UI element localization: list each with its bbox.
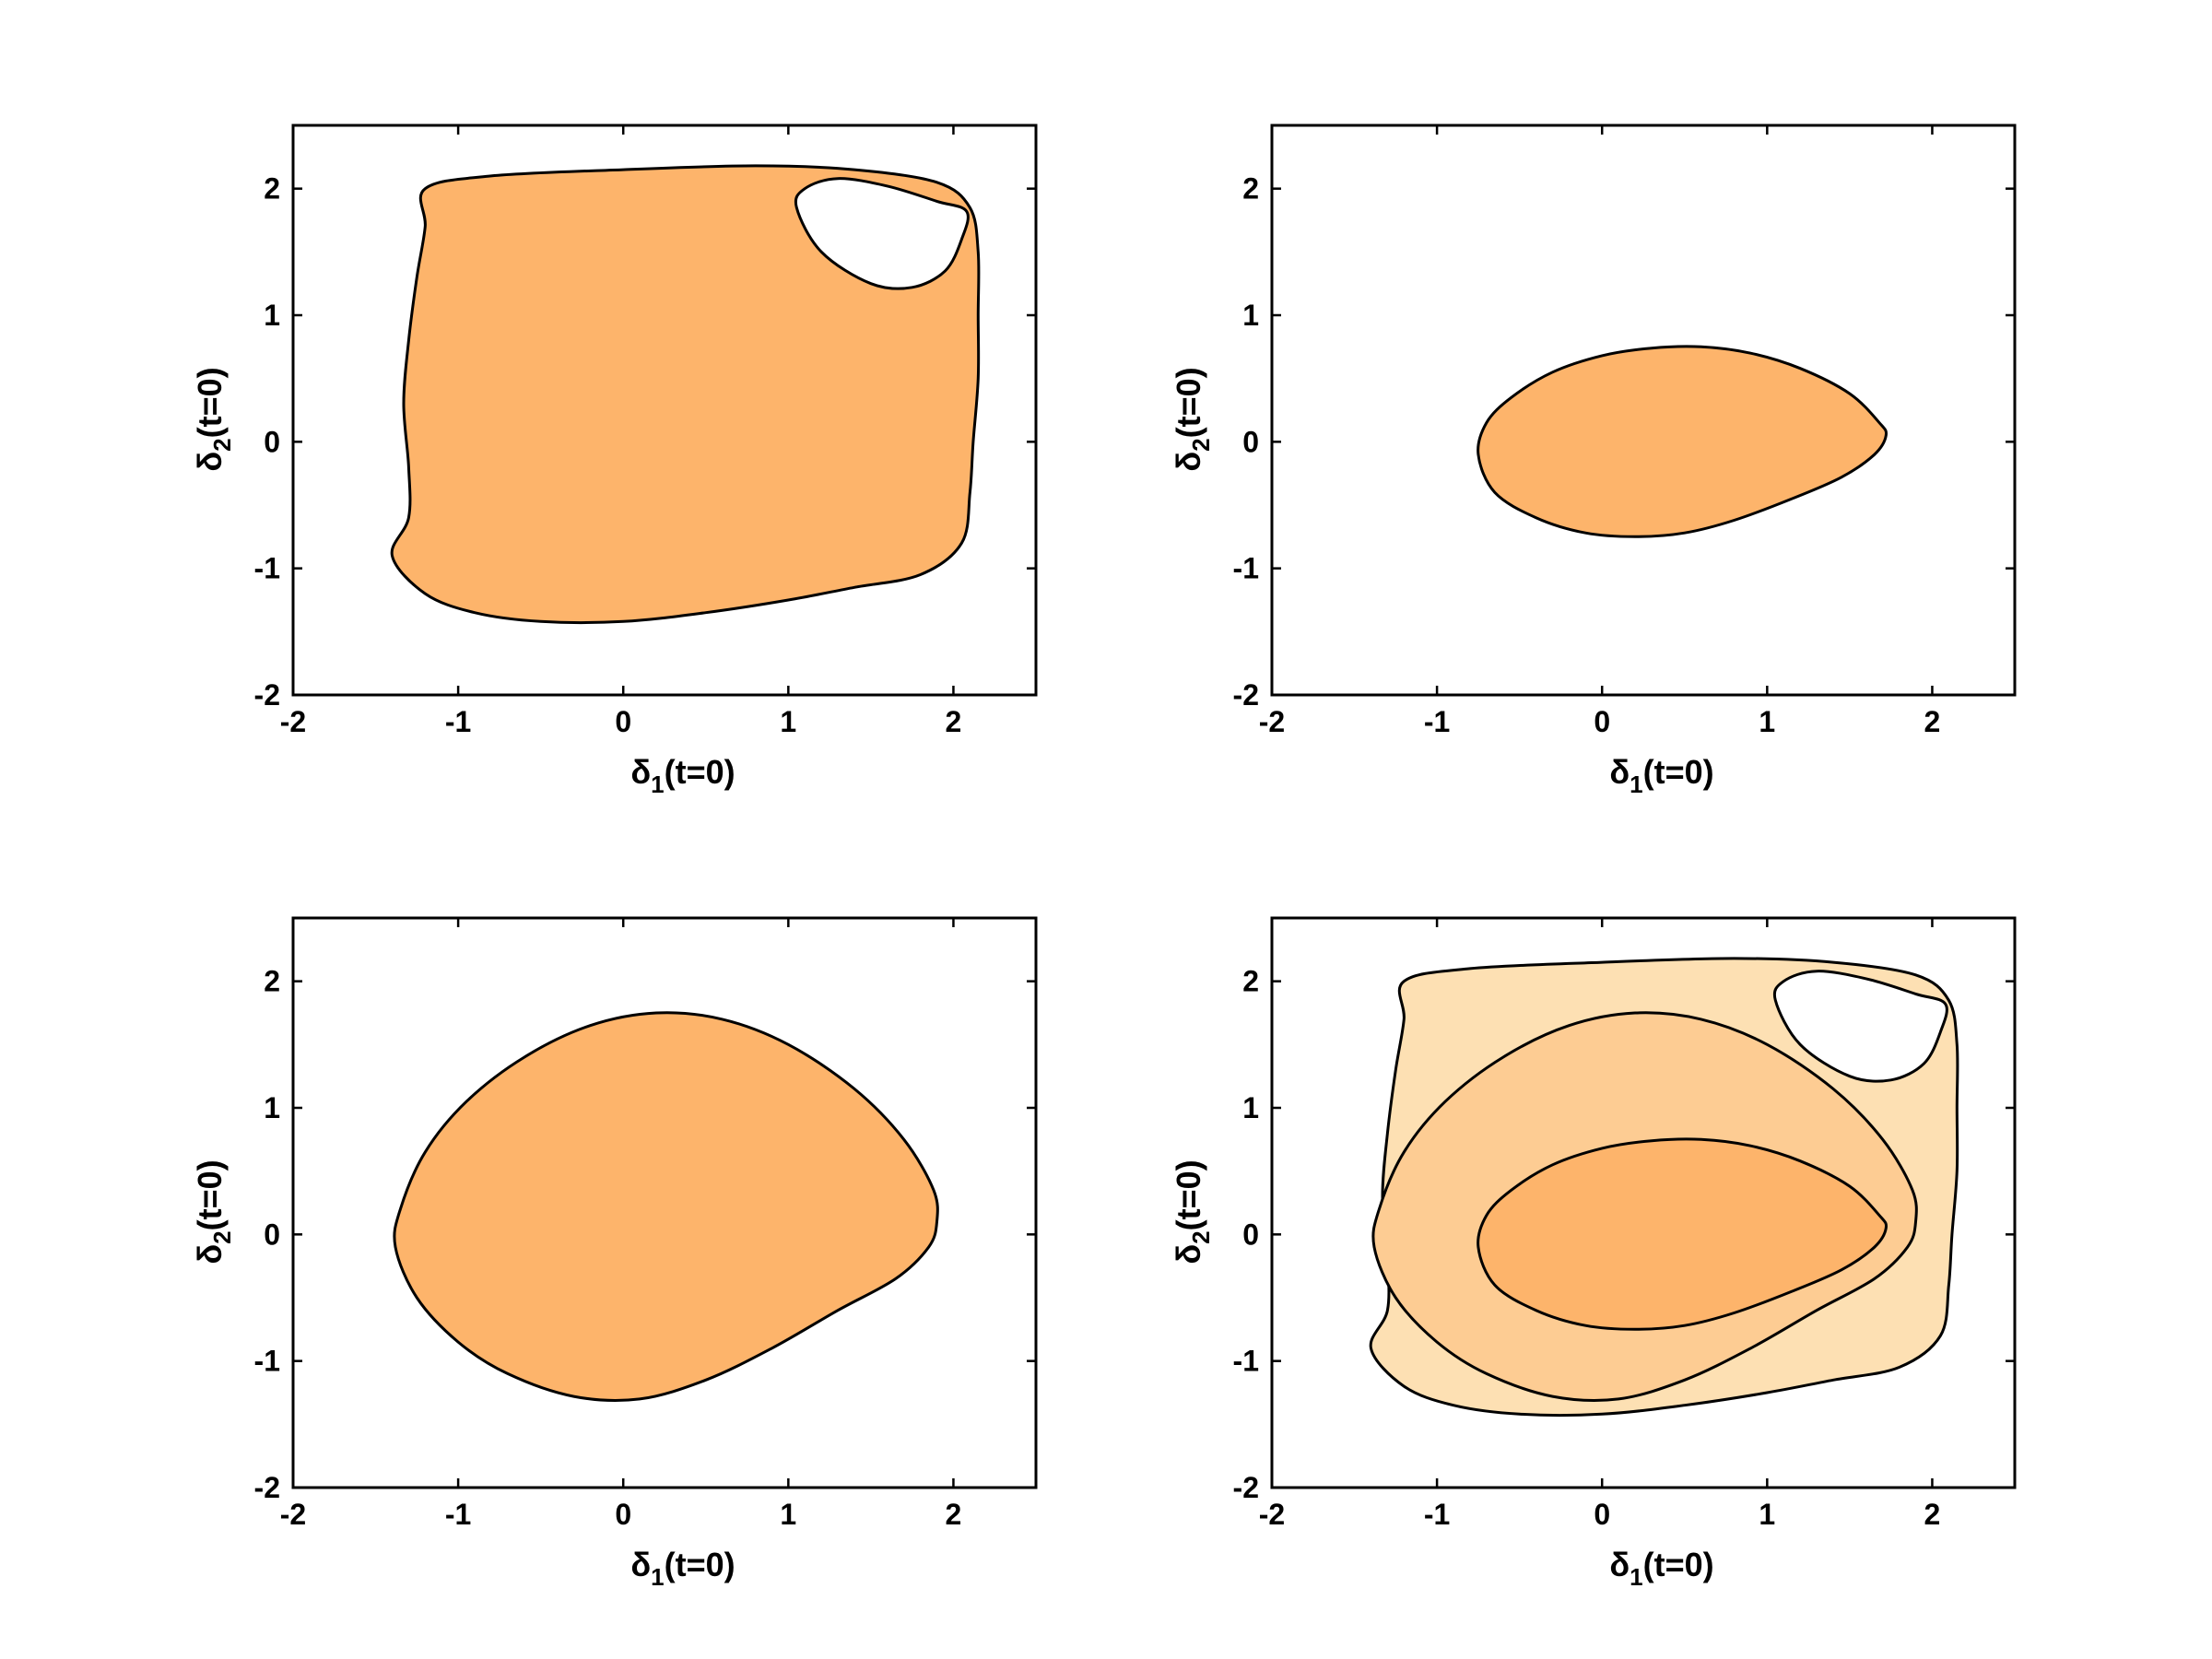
- y-tick-label: 0: [1242, 1218, 1259, 1251]
- y-axis-label: δ2(t=0): [1170, 1159, 1215, 1264]
- y-axis-label-subscript: 2: [1187, 1230, 1215, 1243]
- y-tick-label: 0: [264, 1218, 280, 1251]
- axes-frame: [1270, 916, 2017, 1489]
- y-axis-label-suffix: (t=0): [1170, 1159, 1207, 1230]
- y-tick-label: -2: [1233, 1471, 1259, 1504]
- x-axis-label: δ1(t=0): [1609, 753, 1713, 798]
- x-axis-label-symbol: δ: [630, 1546, 651, 1583]
- y-axis-label-symbol: δ: [1170, 1244, 1207, 1265]
- x-tick-label: 2: [1924, 705, 1941, 738]
- x-tick-label: 2: [1924, 1498, 1941, 1531]
- y-tick-label: -1: [254, 552, 280, 585]
- y-tick-label: 1: [1242, 1091, 1259, 1124]
- y-tick-label: -2: [254, 678, 280, 712]
- x-axis-label-subscript: 1: [651, 771, 664, 798]
- region-basin: [390, 164, 981, 624]
- y-axis-label-symbol: δ: [1170, 452, 1207, 472]
- y-axis-label-suffix: (t=0): [1170, 367, 1207, 438]
- region-basin: [393, 1011, 939, 1402]
- y-tick-label: -2: [254, 1471, 280, 1504]
- axes-frame: [1270, 124, 2017, 697]
- x-tick-label: 0: [1594, 1498, 1610, 1531]
- y-axis-label-symbol: δ: [191, 1244, 229, 1265]
- y-tick-label: 0: [264, 425, 280, 458]
- x-axis-label-symbol: δ: [1609, 1546, 1630, 1583]
- x-tick-label: 2: [946, 705, 962, 738]
- y-axis-label: δ2(t=0): [191, 367, 236, 471]
- region-basin: [1477, 345, 1888, 538]
- x-tick-label: -1: [1424, 1498, 1450, 1531]
- y-tick-label: -2: [1233, 678, 1259, 712]
- x-tick-label: 1: [1759, 1498, 1775, 1531]
- y-tick-label: 1: [264, 1091, 280, 1124]
- x-tick-label: 1: [1759, 705, 1775, 738]
- x-axis-label-subscript: 1: [1630, 1563, 1642, 1591]
- y-axis-label-subscript: 2: [1187, 438, 1215, 451]
- y-axis-label-suffix: (t=0): [191, 367, 229, 438]
- y-tick-label: 1: [1242, 299, 1259, 332]
- x-tick-label: -1: [445, 705, 471, 738]
- region-hole: [794, 177, 970, 290]
- x-tick-label: -2: [280, 1498, 306, 1531]
- x-axis-label-subscript: 1: [1630, 771, 1642, 798]
- region-hole: [1772, 970, 1948, 1083]
- y-axis-label-subscript: 2: [208, 438, 236, 451]
- regions: [1369, 957, 1959, 1417]
- x-axis-label-symbol: δ: [1609, 753, 1630, 791]
- x-axis-label: δ1(t=0): [630, 753, 735, 798]
- y-tick-label: -1: [1233, 552, 1259, 585]
- y-tick-label: 2: [264, 965, 280, 998]
- regions: [393, 1011, 939, 1402]
- x-tick-label: 0: [615, 705, 631, 738]
- x-tick-label: 0: [615, 1498, 631, 1531]
- x-axis-label-suffix: (t=0): [665, 1546, 735, 1583]
- y-tick-label: 2: [1242, 172, 1259, 206]
- y-tick-label: 2: [1242, 965, 1259, 998]
- x-tick-label: -2: [280, 705, 306, 738]
- region-inner-basin: [1477, 1137, 1888, 1331]
- y-tick-label: -1: [254, 1345, 280, 1378]
- y-tick-label: 1: [264, 299, 280, 332]
- regions: [390, 164, 981, 624]
- y-axis-label-subscript: 2: [208, 1230, 236, 1243]
- x-axis-label-symbol: δ: [630, 753, 651, 791]
- x-tick-label: 0: [1594, 705, 1610, 738]
- y-axis-label: δ2(t=0): [191, 1159, 236, 1264]
- axes-frame: [291, 916, 1038, 1489]
- x-tick-label: -2: [1259, 705, 1285, 738]
- y-tick-label: -1: [1233, 1345, 1259, 1378]
- x-tick-label: 1: [780, 705, 796, 738]
- x-tick-label: -2: [1259, 1498, 1285, 1531]
- regions: [1477, 345, 1888, 538]
- x-tick-label: 2: [946, 1498, 962, 1531]
- x-axis-label-suffix: (t=0): [665, 753, 735, 791]
- y-tick-label: 0: [1242, 425, 1259, 458]
- x-axis-label: δ1(t=0): [1609, 1546, 1713, 1591]
- y-tick-label: 2: [264, 172, 280, 206]
- x-axis-label-suffix: (t=0): [1643, 1546, 1714, 1583]
- y-axis-label-suffix: (t=0): [191, 1159, 229, 1230]
- x-axis-label: δ1(t=0): [630, 1546, 735, 1591]
- x-axis-label-subscript: 1: [651, 1563, 664, 1591]
- y-axis-label-symbol: δ: [191, 452, 229, 472]
- y-axis-label: δ2(t=0): [1170, 367, 1215, 471]
- x-tick-label: -1: [445, 1498, 471, 1531]
- axes-frame: [291, 124, 1038, 697]
- x-tick-label: -1: [1424, 705, 1450, 738]
- x-tick-label: 1: [780, 1498, 796, 1531]
- x-axis-label-suffix: (t=0): [1643, 753, 1714, 791]
